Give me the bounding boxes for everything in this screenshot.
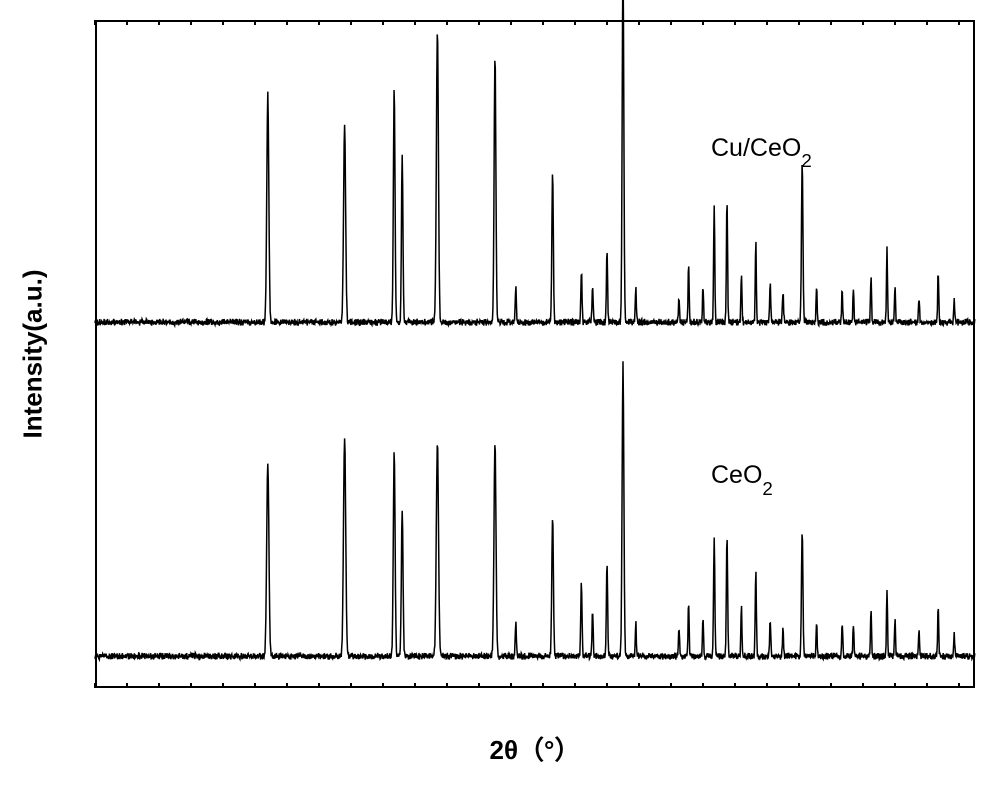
x-axis-label: 2θ（°） xyxy=(490,730,581,767)
xrd-chart: Intensity(a.u.) 2θ（°） Cu/CeO2CeO2 xyxy=(0,0,1000,793)
y-axis-label: Intensity(a.u.) xyxy=(18,269,49,438)
spectrum-ceo2 xyxy=(95,20,975,688)
spectrum-line xyxy=(95,361,975,659)
